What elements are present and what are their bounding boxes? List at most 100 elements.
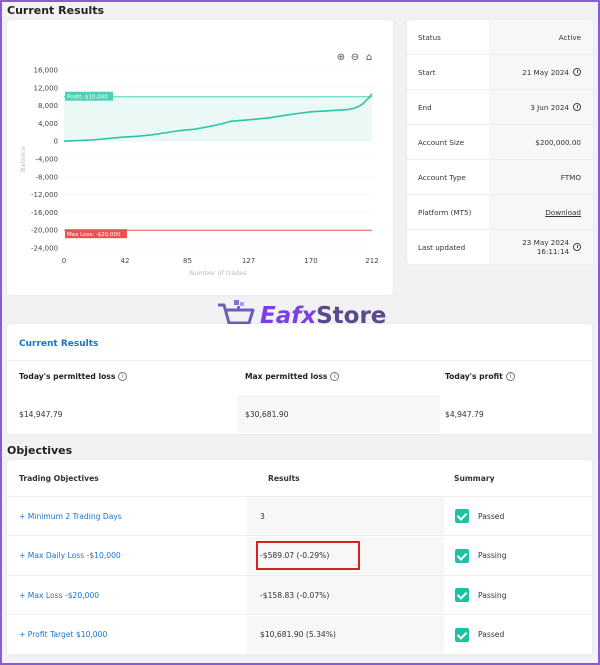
loss-label: Max Loss: -$20,000	[67, 232, 121, 238]
summary-text: Passed	[478, 511, 505, 521]
chart-toolbar: ⊕ ⊖ ⌂	[335, 52, 375, 64]
summary-text: Passed	[478, 630, 505, 639]
info-icon[interactable]: i	[330, 372, 340, 381]
x-tick-label: 0	[62, 257, 66, 265]
detail-row: Platform (MT5) Download	[407, 195, 593, 230]
detail-label: Status	[418, 32, 441, 42]
header-results: Results	[268, 473, 300, 483]
balance-chart-card: ⊕ ⊖ ⌂ 16,000 12,000 8,000 4,000 0 -4,000 -8,00…	[7, 20, 393, 295]
header-trading-objectives: Trading Objectives	[19, 473, 99, 483]
info-icon[interactable]: i	[505, 372, 515, 381]
detail-row: Start 21 May 2024	[407, 55, 593, 90]
info-icon[interactable]: i	[118, 372, 128, 381]
header-todays-profit: Today's profit i	[445, 372, 515, 381]
profit-zone	[64, 96, 372, 142]
detail-value-text: 23 May 2024 16:11:14	[522, 238, 570, 256]
objective-result: 3	[247, 497, 444, 535]
objective-summary: Passed	[444, 497, 592, 535]
objective-name[interactable]: + Max Loss -$20,000	[19, 590, 100, 600]
detail-value-text: $200,000.00	[535, 137, 581, 147]
detail-row: Account Size $200,000.00	[407, 125, 593, 160]
current-results-heading: Current Results	[7, 4, 105, 17]
balance-chart: 16,000 12,000 8,000 4,000 0 -4,000 -8,000 -12,0…	[19, 67, 379, 278]
check-icon	[455, 627, 469, 642]
y-tick-label: 8,000	[38, 102, 58, 110]
objective-result: $10,681.90 (5.34%)	[247, 615, 444, 654]
objective-summary: Passed	[444, 616, 592, 654]
y-tick-label: -16,000	[31, 209, 58, 217]
summary-text: Passing	[478, 590, 507, 600]
objective-summary: Passing	[444, 576, 592, 614]
detail-label: Account Size	[418, 137, 465, 147]
objectives-header-row: Trading Objectives Results Summary	[7, 460, 592, 497]
header-todays-permitted-loss: Today's permitted loss i	[19, 372, 128, 381]
highlight-box	[256, 541, 360, 570]
todays-profit-value: $4,947.79	[445, 409, 484, 419]
y-tick-label: -24,000	[31, 245, 58, 253]
detail-value-text: FTMO	[560, 172, 581, 182]
header-max-permitted-loss: Max permitted loss i	[245, 372, 340, 381]
detail-label: End	[418, 102, 432, 112]
max-permitted-loss-value: $30,681.90	[237, 395, 440, 433]
detail-value: 3 Jun 2024	[489, 90, 593, 124]
clock-icon	[573, 103, 581, 111]
y-axis-label: Balance	[19, 146, 27, 172]
profit-label: Profit: $10,000	[67, 95, 108, 101]
check-icon	[455, 509, 469, 523]
y-tick-label: 4,000	[38, 120, 58, 128]
objective-row: + Max Loss -$20,000 -$158.83 (-0.07%) Pass…	[7, 576, 592, 615]
objective-row: + Minimum 2 Trading Days 3 Passed	[7, 497, 592, 536]
detail-label: Start	[418, 67, 436, 77]
detail-value[interactable]: Download	[489, 195, 593, 229]
detail-label: Account Type	[418, 172, 466, 182]
loss-label-box	[65, 229, 127, 239]
divider	[7, 360, 592, 361]
detail-value-text: 3 Jun 2024	[530, 102, 569, 112]
y-tick-label: 16,000	[34, 67, 59, 75]
objective-name[interactable]: + Max Daily Loss -$10,000	[19, 551, 121, 560]
detail-value: 21 May 2024	[489, 55, 593, 89]
x-axis-label: Number of trades	[189, 269, 247, 277]
clock-icon	[573, 243, 581, 251]
detail-value: $200,000.00	[489, 125, 593, 159]
y-tick-label: -12,000	[31, 191, 58, 199]
objective-result: -$158.83 (-0.07%)	[247, 576, 444, 614]
zoom-in-icon[interactable]: ⊕	[336, 52, 346, 63]
todays-permitted-loss-value: $14,947.79	[19, 409, 63, 419]
detail-value-text: 21 May 2024	[522, 67, 569, 77]
detail-label: Last updated	[418, 242, 466, 252]
x-tick-label: 212	[365, 257, 378, 265]
balance-line	[63, 93, 373, 142]
x-tick-label: 127	[242, 257, 255, 265]
profit-label-box	[65, 91, 113, 101]
current-results-values-row: $14,947.79 $30,681.90 $4,947.79	[7, 395, 592, 433]
objective-name[interactable]: + Minimum 2 Trading Days	[19, 511, 122, 521]
objective-summary: Passing	[444, 537, 592, 575]
detail-label: Platform (MT5)	[418, 207, 472, 217]
zoom-out-icon[interactable]: ⊖	[350, 52, 360, 63]
objective-row: + Profit Target $10,000 $10,681.90 (5.34%…	[7, 615, 592, 655]
objective-name[interactable]: + Profit Target $10,000	[19, 630, 108, 639]
y-tick-label: 0	[54, 138, 58, 146]
current-results-title: Current Results	[19, 339, 99, 349]
account-details-card: Status Active Start 21 May 2024 End 3 Jun 202…	[407, 20, 593, 265]
x-tick-label: 42	[121, 257, 130, 265]
detail-row: Last updated 23 May 2024 16:11:14	[407, 230, 593, 265]
detail-value: FTMO	[489, 160, 593, 194]
objectives-heading: Objectives	[7, 444, 73, 457]
detail-value: Active	[489, 20, 593, 54]
y-tick-label: -4,000	[35, 156, 58, 164]
y-tick-label: -20,000	[31, 227, 58, 235]
detail-value-text: Active	[558, 32, 581, 42]
detail-row: End 3 Jun 2024	[407, 90, 593, 125]
clock-icon	[573, 68, 581, 76]
check-icon	[455, 548, 469, 563]
home-icon[interactable]: ⌂	[365, 52, 373, 63]
download-link[interactable]: Download	[545, 207, 581, 217]
y-tick-label: 12,000	[34, 84, 59, 92]
x-tick-label: 85	[183, 257, 192, 265]
detail-value: 23 May 2024 16:11:14	[489, 230, 593, 264]
summary-text: Passing	[478, 551, 507, 560]
detail-row: Status Active	[407, 20, 593, 55]
x-tick-label: 170	[304, 257, 317, 265]
